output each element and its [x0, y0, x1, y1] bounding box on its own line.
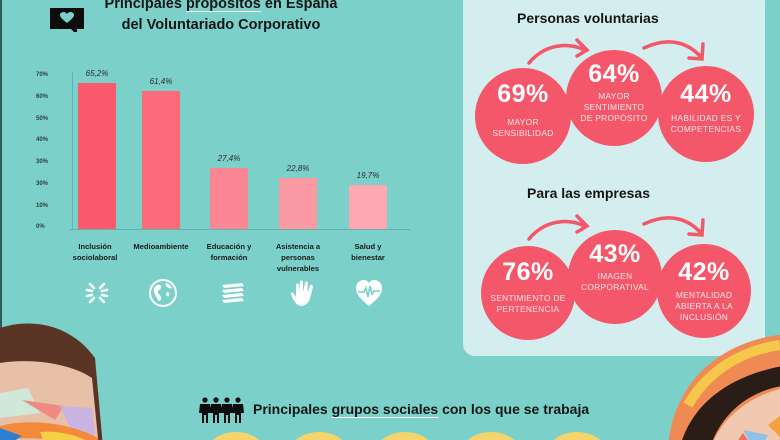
stat-circle-imagen: 43% IMAGEN CORPORATIVAL — [568, 230, 662, 324]
bar-value-label: 61,4% — [149, 77, 173, 87]
category-label-asistencia: Asistencia a personas vulnerables — [275, 242, 321, 273]
frustrated-face-icon — [85, 282, 109, 304]
y-tick: 0% — [36, 224, 45, 230]
chart-title: Principales propósitos en España del Vol… — [90, 0, 352, 36]
y-tick: 10% — [36, 203, 49, 209]
group-circle — [207, 432, 265, 440]
y-tick: 60% — [36, 94, 49, 100]
globe-icon — [149, 279, 177, 307]
groups-title: Principales grupos sociales con los que … — [253, 401, 590, 417]
books-icon — [222, 283, 244, 303]
photo-painted-face-right — [648, 335, 780, 440]
bar-value-label: 19,7% — [356, 170, 380, 180]
y-tick: 70% — [36, 72, 49, 78]
bar — [78, 82, 116, 229]
stat-circle-sensibilidad: 69% MAYOR SENSIBILIDAD — [475, 68, 571, 164]
y-tick: 30% — [36, 181, 49, 187]
chat-heart-icon — [50, 8, 84, 32]
stat-circle-inclusion: 42% MENTALIDAD ABIERTA A LA INCLUSIÓN — [657, 244, 751, 338]
hand-icon — [291, 280, 313, 306]
stat-value: 43% — [589, 240, 641, 268]
arrow-icon — [527, 38, 590, 65]
category-label-educacion: Educación y formación — [206, 242, 252, 262]
bar — [279, 177, 317, 229]
stat-circle-proposito: 64% MAYOR SENTIMIENTO DE PROPÓSITO — [566, 50, 662, 146]
stat-value: 42% — [678, 258, 730, 286]
stat-value: 69% — [497, 80, 549, 108]
bar-value-label: 65,2% — [85, 68, 109, 78]
x-axis-line — [70, 229, 410, 230]
group-circle — [548, 432, 606, 440]
category-label-medioambiente: Medioambiente — [133, 242, 189, 251]
photo-painted-face-left — [0, 318, 104, 440]
bar-value-label: 22,8% — [286, 163, 310, 173]
bar — [210, 167, 248, 229]
y-axis-line — [72, 72, 73, 230]
y-tick: 30% — [36, 159, 49, 165]
heart-pulse-icon — [356, 280, 382, 306]
stat-value: 64% — [588, 60, 640, 88]
stat-circle-habilidades: 44% HABILIDAD ES Y COMPETENCIAS — [658, 66, 754, 162]
stat-value: 76% — [502, 258, 554, 286]
arrow-icon — [642, 216, 705, 237]
people-group-icon — [199, 397, 244, 423]
bar — [349, 184, 387, 229]
stat-value: 44% — [680, 80, 732, 108]
bar-value-label: 27,4% — [217, 153, 241, 163]
left-border — [0, 0, 2, 440]
bar — [142, 91, 180, 229]
arrow-icon — [527, 214, 590, 241]
y-tick: 40% — [36, 137, 49, 143]
category-label-inclusion: Inclusión sociolaboral — [72, 242, 118, 262]
companies-title: Para las empresas — [527, 185, 650, 201]
y-tick: 50% — [36, 116, 49, 122]
category-label-salud: Salud y bienestar — [351, 242, 385, 262]
group-circle — [290, 432, 348, 440]
arrow-icon — [642, 40, 705, 61]
group-circle — [376, 432, 434, 440]
groups-title-underlined: grupos sociales — [331, 401, 439, 417]
title-underlined-word: propósitos — [185, 0, 261, 12]
stat-circle-pertenencia: 76% SENTIMIENTO DE PERTENENCIA — [481, 246, 575, 340]
y-axis: 70% 60% 50% 40% 30% 30% 10% 0% — [36, 72, 58, 237]
group-circle — [462, 432, 520, 440]
volunteers-title: Personas voluntarias — [517, 10, 659, 26]
